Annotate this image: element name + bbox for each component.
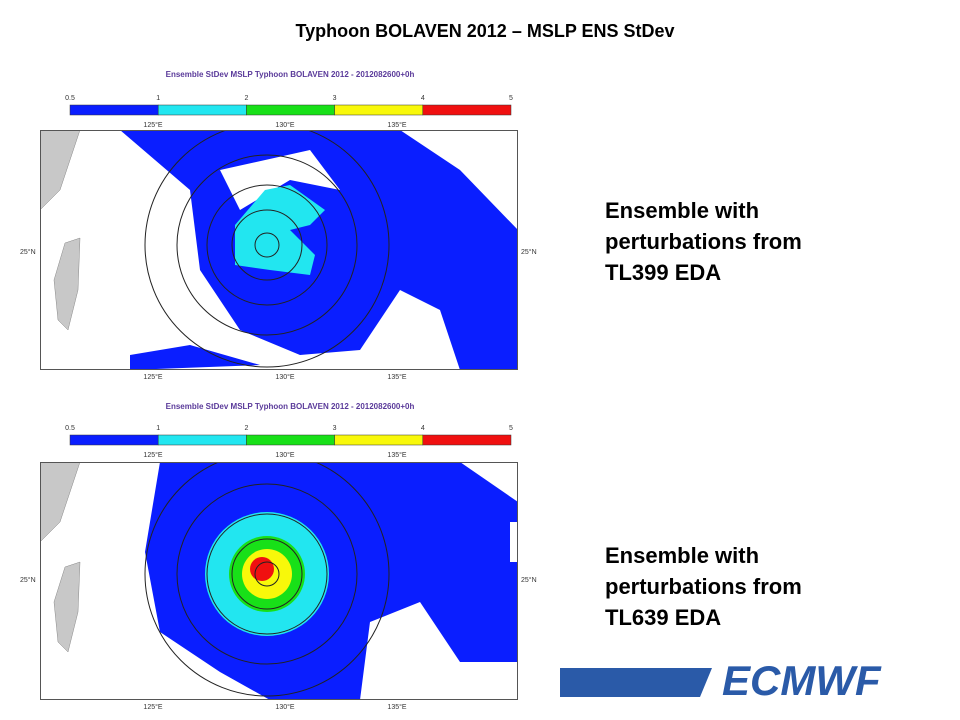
stdev-area xyxy=(250,557,274,581)
lon-label: 135°E xyxy=(387,373,406,381)
caption-line: TL399 EDA xyxy=(605,260,721,285)
lon-label: 135°E xyxy=(387,451,406,459)
map xyxy=(40,130,518,370)
lon-label: 130°E xyxy=(275,373,294,381)
lon-label: 135°E xyxy=(387,703,406,711)
logo: ECMWF xyxy=(560,657,882,704)
lon-label: 125°E xyxy=(143,451,162,459)
white-region xyxy=(510,522,518,562)
colorbar-label: 2 xyxy=(244,95,248,102)
isobar xyxy=(176,483,358,665)
lon-label: 135°E xyxy=(387,121,406,129)
colorbar-segment xyxy=(246,434,335,446)
colorbar-segment xyxy=(157,104,247,116)
caption-line: Ensemble with xyxy=(605,543,759,568)
colorbar-label: 4 xyxy=(421,95,425,102)
colorbar-segment xyxy=(334,104,424,116)
logo-bar xyxy=(560,668,712,697)
lat-label: 25°N xyxy=(20,248,36,256)
colorbar-label: 0.5 xyxy=(65,425,75,432)
colorbar-label: 2 xyxy=(244,425,248,432)
lon-label: 130°E xyxy=(275,121,294,129)
land xyxy=(53,561,81,653)
colorbar-label: 5 xyxy=(509,95,513,102)
map xyxy=(40,462,518,700)
lat-label: 25°N xyxy=(521,576,537,584)
colorbar-label: 1 xyxy=(156,425,160,432)
isobar xyxy=(206,513,328,635)
logo-text: ECMWF xyxy=(722,657,882,704)
lon-label: 125°E xyxy=(143,121,162,129)
colorbar-segment xyxy=(246,104,335,116)
colorbar-label: 5 xyxy=(509,425,513,432)
lon-label: 125°E xyxy=(143,703,162,711)
colorbar-segment xyxy=(422,434,512,446)
white-region xyxy=(220,150,340,210)
isobar xyxy=(254,232,280,258)
caption-line: TL639 EDA xyxy=(605,605,721,630)
lon-label: 130°E xyxy=(275,703,294,711)
colorbar-segment xyxy=(69,104,159,116)
map-title: Ensemble StDev MSLP Typhoon BOLAVEN 2012… xyxy=(166,70,415,79)
lat-label: 25°N xyxy=(521,248,537,256)
land xyxy=(53,237,81,331)
colorbar-label: 4 xyxy=(421,425,425,432)
caption-line: perturbations from xyxy=(605,574,802,599)
map-title: Ensemble StDev MSLP Typhoon BOLAVEN 2012… xyxy=(166,402,415,411)
lon-label: 130°E xyxy=(275,451,294,459)
colorbar-label: 0.5 xyxy=(65,95,75,102)
colorbar-segment xyxy=(69,434,159,446)
lon-label: 125°E xyxy=(143,373,162,381)
isobar xyxy=(144,130,390,368)
map-frame xyxy=(40,130,518,370)
colorbar-segment xyxy=(422,104,512,116)
map-panel: Ensemble StDev MSLP Typhoon BOLAVEN 2012… xyxy=(20,70,537,381)
isobar xyxy=(176,154,358,336)
isobar xyxy=(144,462,390,697)
isobar xyxy=(231,538,303,610)
colorbar-label: 3 xyxy=(333,95,337,102)
map-frame xyxy=(40,462,518,700)
lat-label: 25°N xyxy=(20,576,36,584)
land xyxy=(40,462,81,543)
colorbar-segment xyxy=(334,434,424,446)
colorbar-label: 3 xyxy=(333,425,337,432)
land xyxy=(40,130,81,211)
isobar xyxy=(206,184,328,306)
colorbar-label: 1 xyxy=(156,95,160,102)
isobar xyxy=(231,209,303,281)
stdev-area xyxy=(120,130,518,370)
caption-line: Ensemble with xyxy=(605,198,759,223)
isobar xyxy=(254,561,280,587)
colorbar-segment xyxy=(157,434,247,446)
caption-line: perturbations from xyxy=(605,229,802,254)
map-panel: Ensemble StDev MSLP Typhoon BOLAVEN 2012… xyxy=(20,402,537,711)
slide-title: Typhoon BOLAVEN 2012 – MSLP ENS StDev xyxy=(295,21,674,41)
